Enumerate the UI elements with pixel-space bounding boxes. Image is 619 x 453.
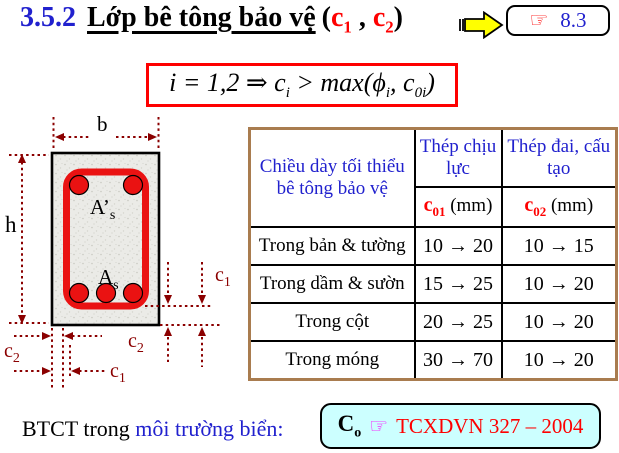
table-header-col2: Thép chịu lực	[413, 127, 503, 188]
footer-highlight: môi trường biển:	[135, 416, 284, 441]
row-label: Trong cột	[248, 302, 416, 342]
paren-close: )	[393, 2, 403, 33]
cover-table: Chiều dày tối thiểu bê tông bảo vệ Thép …	[248, 127, 618, 381]
standard-ref-label: TCXDVN 327 – 2004	[396, 413, 584, 438]
stirrup	[63, 168, 149, 310]
dimension-arrowheads	[18, 133, 206, 375]
top-steel-label: A’s	[90, 195, 115, 223]
c1-symbol: c1	[330, 2, 352, 37]
c01-value: 15 → 25	[413, 264, 503, 304]
rebar-top-left	[68, 174, 90, 196]
separator: ,	[351, 2, 373, 33]
ref-label: 8.3	[560, 8, 587, 32]
standard-ref-button[interactable]: Co ☞ TCXDVN 327 – 2004	[320, 403, 601, 449]
title-parenthetical: (c1 , c2)	[321, 2, 403, 37]
formula-box: i = 1,2 ⇒ ci > max(ϕi, c0i)	[146, 63, 458, 107]
table-row: Trong cột 20 → 25 10 → 20	[248, 302, 618, 342]
footer-note: BTCT trong môi trường biển:	[22, 416, 283, 442]
rebar-bottom-right	[122, 282, 144, 304]
c01-value: 30 → 70	[413, 340, 503, 381]
width-dimension-label: b	[97, 112, 108, 136]
dimension-lines	[9, 117, 221, 388]
formula: i = 1,2 ⇒ ci > max(ϕi, c0i)	[169, 67, 435, 102]
c1-label-bottom: c1	[110, 360, 126, 386]
rebar-bottom-left	[68, 282, 90, 304]
c02-value: 10 → 20	[500, 340, 618, 381]
c01-value: 20 → 25	[413, 302, 503, 342]
rebars	[68, 174, 144, 304]
c02-value: 10 → 20	[500, 302, 618, 342]
c02-value: 10 → 20	[500, 264, 618, 304]
pointing-hand-icon: ☞	[369, 413, 389, 438]
c2-symbol: c2	[372, 2, 394, 37]
row-label: Trong móng	[248, 340, 416, 381]
c2-label-left: c2	[4, 340, 20, 366]
c01-value: 10 → 20	[413, 226, 503, 266]
rebar-top-right	[122, 174, 144, 196]
page-title: 3.5.2 Lớp bê tông bảo vệ (c1 , c2)	[20, 2, 403, 38]
arrow-right-icon	[459, 11, 504, 39]
table-subheader-c02: c02 (mm)	[500, 186, 618, 228]
table-row: Trong dầm & sườn 15 → 25 10 → 20	[248, 264, 618, 304]
height-dimension-label: h	[5, 212, 17, 237]
title-heading: Lớp bê tông bảo vệ	[87, 2, 316, 33]
table-row: Trong bản & tường 10 → 20 10 → 15	[248, 226, 618, 266]
table-row: Trong móng 30 → 70 10 → 20	[248, 340, 618, 381]
pointing-hand-icon: ☞	[529, 8, 549, 32]
section-number: 3.5.2	[20, 2, 76, 33]
section-ref-button[interactable]: ☞ 8.3	[506, 5, 610, 36]
row-label: Trong dầm & sườn	[248, 264, 416, 304]
bottom-steel-label: As	[98, 265, 119, 293]
c2-label-right: c2	[128, 330, 144, 356]
row-label: Trong bản & tường	[248, 226, 416, 266]
rebar-bottom-middle	[95, 282, 117, 304]
table-header-col1: Chiều dày tối thiểu bê tông bảo vệ	[248, 127, 416, 228]
footer-prefix: BTCT trong	[22, 416, 136, 441]
table-header-col3: Thép đai, cấu tạo	[500, 127, 618, 188]
c0-symbol: Co	[337, 410, 362, 441]
c1-label-right: c1	[215, 264, 231, 290]
paren-open: (	[321, 2, 331, 33]
beam-cross-section-diagram: b h A’s As c1 c2 c2 c1	[4, 112, 231, 388]
table-subheader-c01: c01 (mm)	[413, 186, 503, 228]
c02-value: 10 → 15	[500, 226, 618, 266]
